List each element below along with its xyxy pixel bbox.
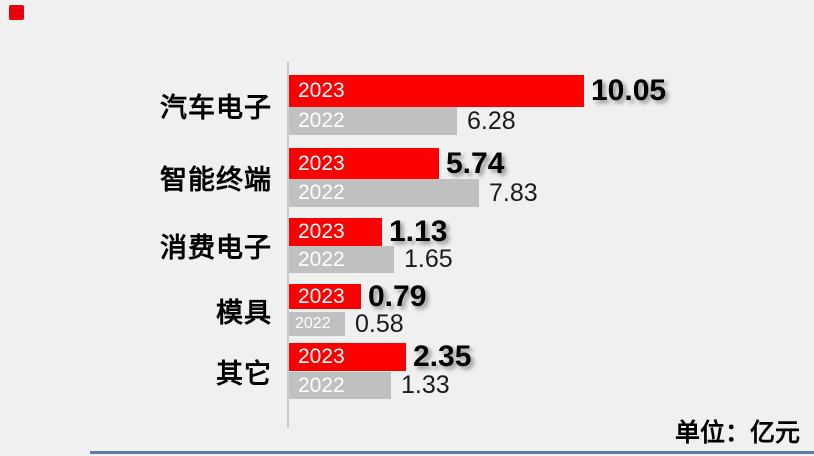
bar-2022: 2022 (289, 312, 345, 336)
bar-year-label: 2022 (298, 181, 345, 204)
value-label-2023: 1.13 (389, 215, 448, 248)
bar-year-label: 2023 (298, 345, 345, 368)
category-label: 模具 (216, 297, 272, 328)
value-label-2022: 0.58 (355, 309, 404, 338)
bar-2022: 2022 (289, 107, 457, 135)
bar-2022: 2022 (289, 179, 479, 207)
bar-2023: 2023 (289, 284, 361, 309)
y-axis-line (287, 62, 289, 428)
value-label-2023: 2.35 (413, 340, 472, 373)
bar-year-label: 2023 (298, 79, 345, 102)
value-label-2023: 10.05 (591, 74, 667, 107)
bar-2022: 2022 (289, 246, 394, 273)
category-label: 消费电子 (160, 233, 272, 263)
value-label-2023: 5.74 (446, 146, 505, 180)
bar-2022: 2022 (289, 372, 391, 399)
bar-year-label: 2022 (298, 109, 345, 132)
bar-2023: 2023 (289, 148, 439, 179)
bar-year-label: 2022 (298, 247, 345, 271)
value-label-2023: 0.79 (368, 279, 427, 313)
category-label: 汽车电子 (160, 92, 272, 123)
unit-label: 单位：亿元 (674, 419, 800, 447)
bar-2023: 2023 (289, 343, 406, 371)
corner-accent-square (9, 5, 24, 20)
value-label-2022: 7.83 (489, 178, 538, 207)
bar-2023: 2023 (289, 75, 584, 107)
bar-year-label: 2023 (298, 220, 345, 243)
bar-year-label: 2023 (298, 284, 345, 308)
value-label-2022: 1.33 (401, 371, 450, 399)
bar-year-label: 2023 (298, 151, 345, 175)
bar-year-label: 2022 (298, 373, 345, 397)
bottom-accent-line (90, 451, 814, 454)
category-label: 其它 (216, 358, 272, 389)
bar-2023: 2023 (289, 218, 382, 246)
bar-year-label: 2022 (295, 315, 331, 332)
category-label: 智能终端 (160, 165, 272, 195)
value-label-2022: 6.28 (467, 106, 516, 135)
value-label-2022: 1.65 (404, 245, 453, 273)
